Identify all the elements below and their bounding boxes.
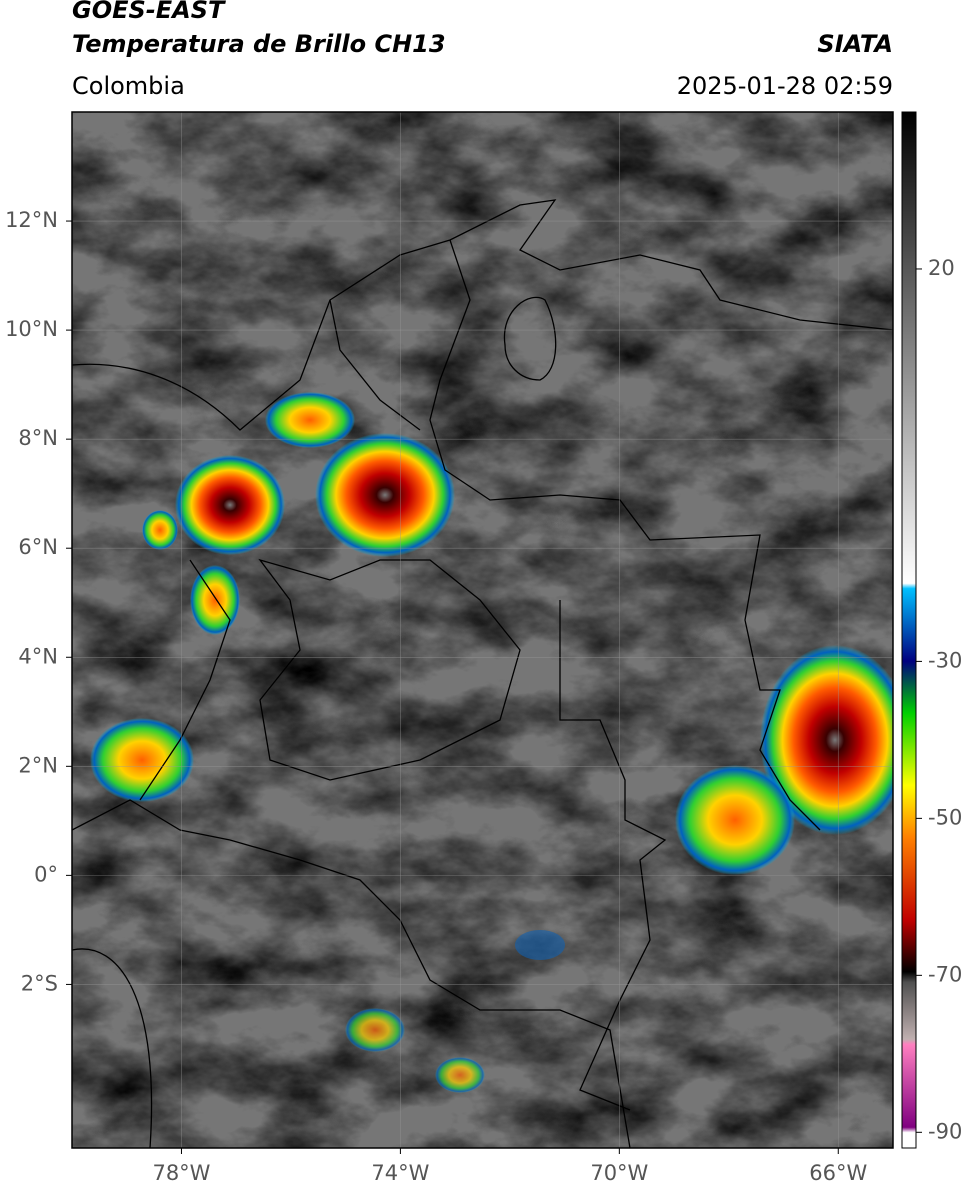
colorbar (901, 111, 917, 1149)
map-frame (71, 111, 894, 1149)
x-tick-label: 74°W (371, 1161, 429, 1185)
y-tick-label: 8°N (18, 426, 58, 450)
y-tick-label: 2°N (18, 753, 58, 777)
subtitle: Temperatura de Brillo CH13 (72, 30, 446, 58)
x-tick-label: 70°W (590, 1161, 648, 1185)
y-tick-label: 6°N (18, 535, 58, 559)
convective-cells (90, 392, 893, 1093)
colorbar-tick-label: -50 (928, 805, 962, 829)
y-tick-label: 10°N (5, 317, 58, 341)
graticule (72, 112, 893, 1148)
colorbar-tick-label: -70 (928, 962, 962, 986)
y-tick-label: 4°N (18, 644, 58, 668)
borders (72, 199, 893, 1148)
timestamp: 2025-01-28 02:59 (676, 72, 893, 100)
source: SIATA (817, 30, 893, 58)
y-tick-label: 0° (34, 862, 58, 886)
colorbar-tick-label: -90 (928, 1119, 962, 1143)
x-tick-label: 78°W (152, 1161, 210, 1185)
y-tick-label: 2°S (21, 971, 58, 995)
satellite-image (72, 112, 893, 1148)
region: Colombia (72, 72, 185, 100)
y-tick-label: 12°N (5, 208, 58, 232)
title: GOES-EAST (72, 0, 225, 24)
colorbar-tick-label: 20 (928, 256, 955, 280)
colorbar-tick-label: -30 (928, 648, 962, 672)
x-tick-label: 66°W (809, 1161, 867, 1185)
